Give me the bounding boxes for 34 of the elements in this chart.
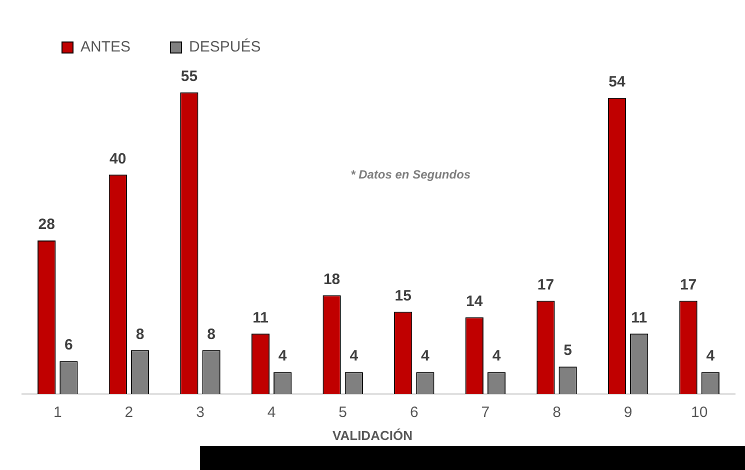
x-tick-label: 4: [267, 404, 276, 422]
data-label: 28: [38, 216, 55, 234]
x-tick-label: 1: [53, 404, 62, 422]
data-label: 11: [252, 309, 268, 326]
data-label: 4: [421, 348, 430, 365]
data-label: 4: [492, 348, 502, 365]
data-label: 55: [180, 68, 198, 86]
x-tick-label: 5: [338, 404, 348, 422]
data-label: 4: [706, 348, 716, 365]
data-label: 54: [608, 74, 626, 91]
x-tick-label: 7: [481, 404, 490, 422]
data-label: 40: [110, 150, 126, 168]
data-label: 4: [350, 348, 359, 365]
data-label: 6: [64, 336, 73, 354]
x-axis-title: VALIDACIÓN: [332, 428, 414, 443]
data-label: 17: [537, 276, 554, 294]
x-tick-label: 2: [124, 404, 134, 422]
data-label: 15: [394, 287, 412, 304]
data-label: 8: [207, 326, 216, 343]
annotation: * Datos en Segundos: [350, 167, 471, 182]
data-label: 17: [680, 276, 697, 294]
data-label: 14: [466, 292, 484, 310]
data-label: 11: [631, 309, 648, 326]
data-label: 8: [136, 326, 144, 343]
data-label: 5: [564, 342, 572, 360]
x-tick-label: 3: [196, 404, 204, 422]
legend-label: ANTES: [80, 38, 131, 56]
legend-label: DESPUÉS: [189, 38, 261, 56]
x-tick-label: 10: [691, 404, 708, 422]
x-tick-label: 8: [552, 404, 561, 422]
x-tick-label: 6: [410, 404, 418, 422]
data-label: 4: [278, 348, 288, 365]
data-label: 18: [323, 270, 340, 288]
x-tick-label: 9: [624, 404, 632, 422]
